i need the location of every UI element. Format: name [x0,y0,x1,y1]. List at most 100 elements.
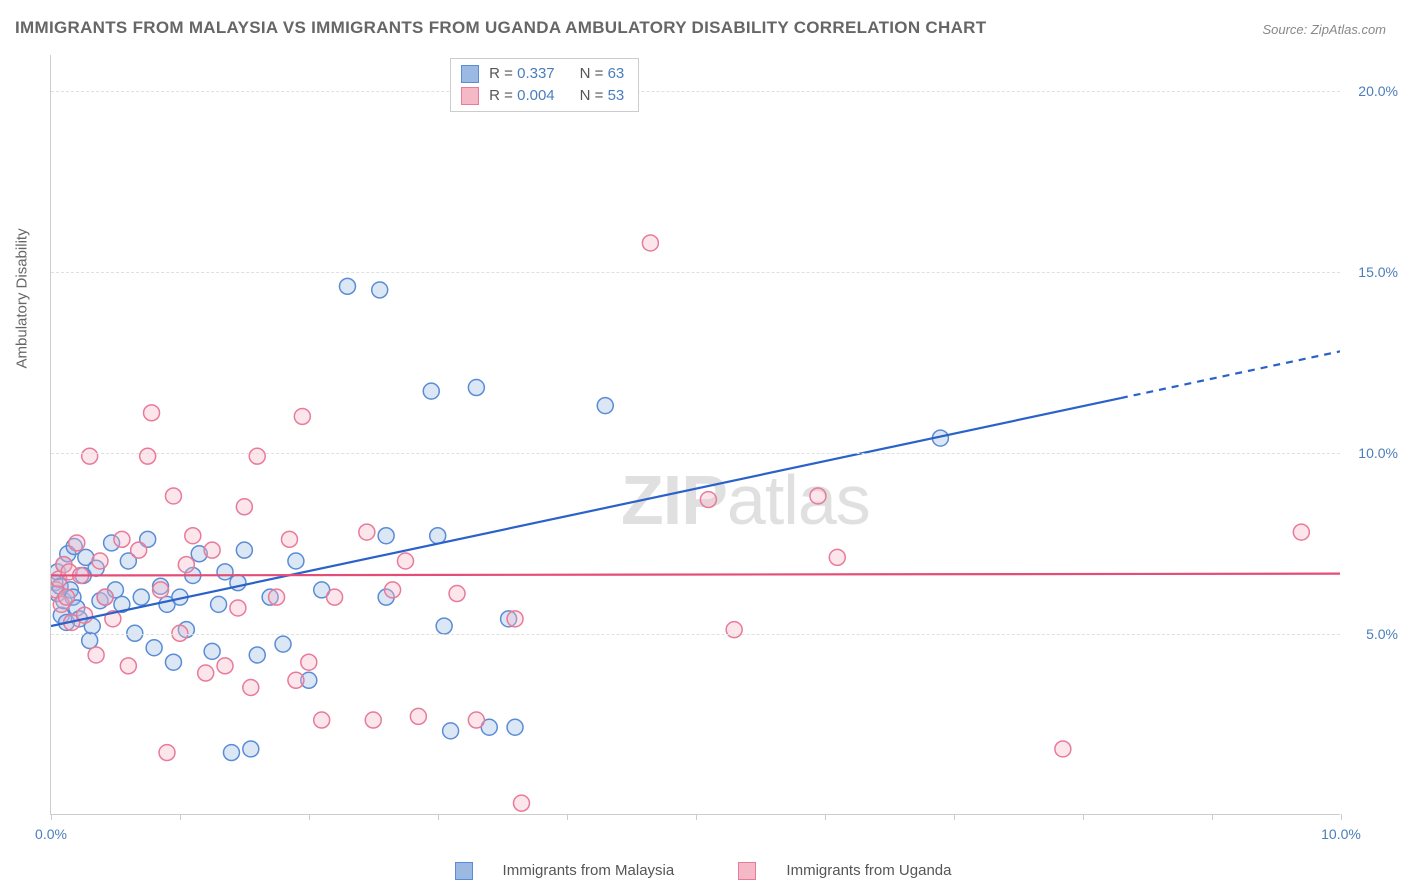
x-tick [825,814,826,820]
data-point [146,640,162,656]
data-point [69,535,85,551]
legend-r-value-0: 0.337 [517,63,567,85]
data-point [288,672,304,688]
x-tick [51,814,52,820]
data-point [58,589,74,605]
grid-line [51,272,1340,273]
data-point [468,712,484,728]
data-point [243,741,259,757]
data-point [211,596,227,612]
data-point [204,643,220,659]
y-tick-label: 15.0% [1358,264,1398,280]
data-point [217,658,233,674]
chart-svg [51,55,1340,814]
data-point [217,564,233,580]
x-tick [1212,814,1213,820]
x-tick [438,814,439,820]
data-point [507,611,523,627]
legend-row-series-1: R = 0.004 N = 53 [461,85,624,107]
data-point [468,380,484,396]
data-point [597,398,613,414]
data-point [92,553,108,569]
data-point [269,589,285,605]
data-point [339,278,355,294]
data-point [365,712,381,728]
legend-swatch-series-0 [461,65,479,83]
bottom-legend-label-1: Immigrants from Uganda [786,862,951,879]
data-point [513,795,529,811]
legend-row-series-0: R = 0.337 N = 63 [461,63,624,85]
grid-line [51,453,1340,454]
data-point [223,745,239,761]
data-point [700,492,716,508]
chart-title: IMMIGRANTS FROM MALAYSIA VS IMMIGRANTS F… [15,18,986,38]
x-tick [954,814,955,820]
data-point [410,708,426,724]
data-point [275,636,291,652]
bottom-legend-label-0: Immigrants from Malaysia [503,862,675,879]
data-point [165,654,181,670]
data-point [131,542,147,558]
data-point [198,665,214,681]
data-point [230,600,246,616]
x-tick-label: 0.0% [35,826,67,842]
data-point [372,282,388,298]
correlation-legend: R = 0.337 N = 63 R = 0.004 N = 53 [450,58,639,112]
x-tick [696,814,697,820]
grid-line [51,91,1340,92]
trend-line-dashed [1121,351,1340,398]
data-point [153,582,169,598]
x-tick [180,814,181,820]
bottom-legend-item-0: Immigrants from Malaysia [440,862,694,879]
data-point [236,499,252,515]
data-point [133,589,149,605]
data-point [159,745,175,761]
data-point [281,531,297,547]
data-point [314,712,330,728]
data-point [385,582,401,598]
data-point [642,235,658,251]
data-point [301,654,317,670]
data-point [178,557,194,573]
data-point [726,622,742,638]
legend-r-value-1: 0.004 [517,85,567,107]
legend-swatch-series-1 [461,87,479,105]
y-tick-label: 5.0% [1366,626,1398,642]
x-tick-label: 10.0% [1321,826,1361,842]
legend-n-label-1: N = [580,87,608,104]
data-point [327,589,343,605]
legend-r-label-1: R = [489,87,517,104]
x-tick [567,814,568,820]
bottom-legend-item-1: Immigrants from Uganda [723,862,966,879]
bottom-legend-swatch-1 [738,862,756,880]
trend-line [51,398,1121,626]
data-point [243,680,259,696]
data-point [120,658,136,674]
data-point [829,549,845,565]
grid-line [51,634,1340,635]
data-point [430,528,446,544]
data-point [810,488,826,504]
data-point [449,586,465,602]
y-tick-label: 20.0% [1358,83,1398,99]
legend-r-label-0: R = [489,65,517,82]
data-point [378,528,394,544]
data-point [294,408,310,424]
data-point [249,448,265,464]
data-point [443,723,459,739]
data-point [359,524,375,540]
data-point [1055,741,1071,757]
legend-n-label-0: N = [580,65,608,82]
y-axis-label: Ambulatory Disability [14,228,31,368]
x-tick [309,814,310,820]
data-point [204,542,220,558]
data-point [436,618,452,634]
data-point [88,647,104,663]
x-tick [1083,814,1084,820]
data-point [185,528,201,544]
legend-n-value-1: 53 [608,87,625,104]
data-point [97,589,113,605]
bottom-legend-swatch-0 [455,862,473,880]
bottom-legend: Immigrants from Malaysia Immigrants from… [0,862,1406,880]
data-point [144,405,160,421]
